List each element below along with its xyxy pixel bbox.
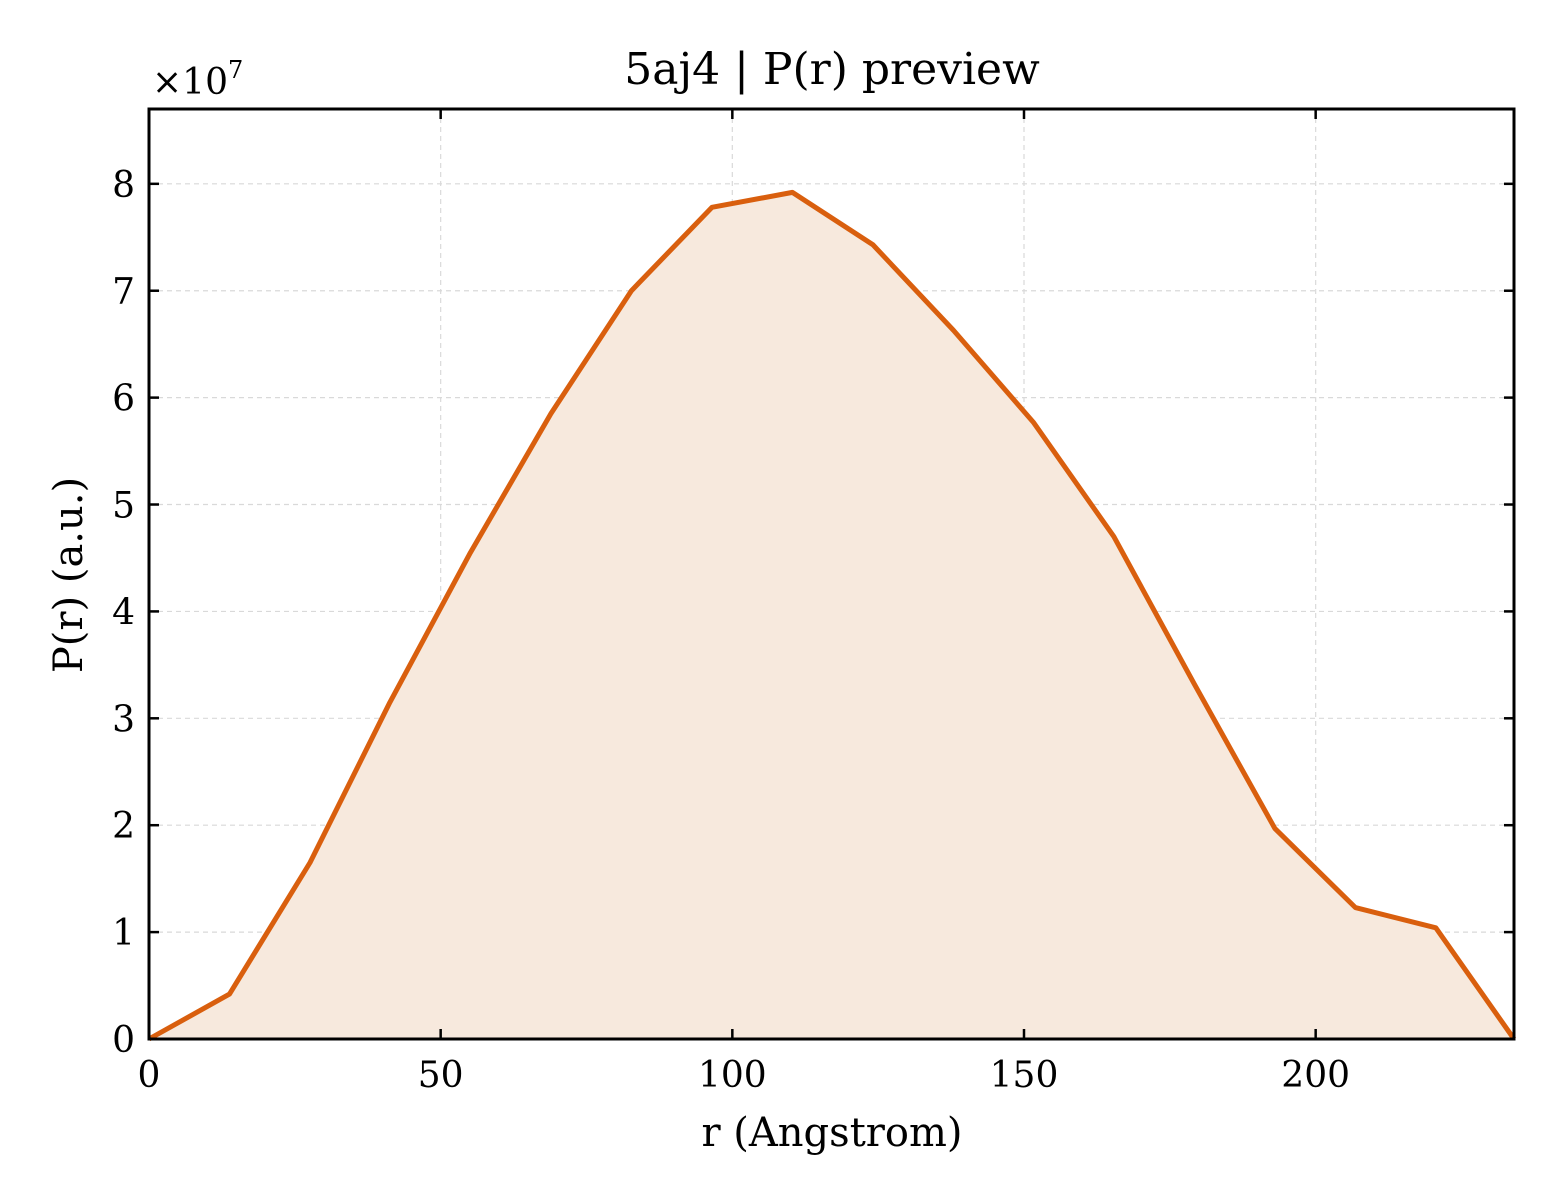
y-tick-label: 7 [112, 272, 135, 313]
y-tick-label: 4 [112, 592, 135, 633]
x-tick-label: 0 [138, 1055, 161, 1096]
y-tick-label: 0 [112, 1020, 135, 1061]
y-tick-label: 5 [112, 486, 135, 527]
y-multiplier-label: ×107 [152, 56, 243, 103]
data-points [148, 192, 1515, 1040]
y-tick-label: 1 [112, 913, 135, 954]
x-tick-label: 100 [698, 1055, 767, 1096]
chart-title: 5aj4 | P(r) preview [624, 44, 1040, 95]
y-axis-label: P(r) (a.u.) [46, 477, 92, 673]
plot-frame [147, 107, 1516, 1041]
series-line [147, 189, 1517, 1042]
x-tick-label: 200 [1281, 1055, 1350, 1096]
y-tick-label: 6 [112, 379, 135, 420]
y-tick-label: 3 [112, 699, 135, 740]
y-multiplier-base: ×10 [152, 62, 228, 103]
area-fill [149, 192, 1514, 1040]
y-multiplier-exponent: 7 [228, 56, 243, 84]
x-axis-label: r (Angstrom) [701, 1110, 962, 1156]
x-tick-label: 150 [990, 1055, 1059, 1096]
x-tick-label: 50 [418, 1055, 464, 1096]
x-axis-ticks: 0 50 100 150 200 [138, 109, 1350, 1096]
y-tick-label: 2 [112, 806, 135, 847]
y-tick-label: 8 [112, 165, 135, 206]
y-axis-ticks: 0 1 2 3 4 5 6 7 8 [112, 165, 1514, 1061]
